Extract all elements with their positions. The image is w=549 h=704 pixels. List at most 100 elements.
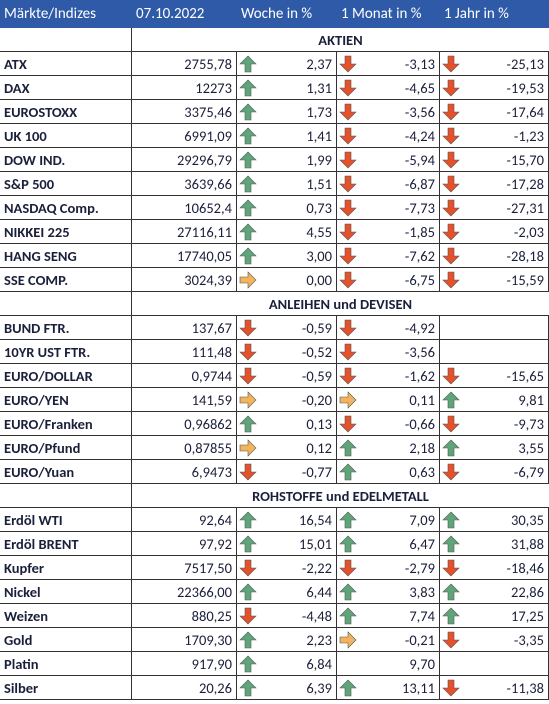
change-value: 6,44 (306, 582, 332, 601)
trend-arrow (239, 319, 257, 337)
cell: ROHSTOFFE und EDELMETALL (252, 486, 429, 505)
cell: -3,13 (337, 52, 440, 75)
change-value: 15,01 (298, 534, 332, 553)
cell: Woche in % (241, 5, 313, 23)
cell: ANLEIHEN und DEVISEN (268, 294, 413, 313)
row: EUROSTOXX 3375,46 1,73 -3,56 -17,64 (0, 100, 549, 124)
cell: Erdöl BRENT (0, 532, 132, 555)
trend-arrow (442, 511, 460, 529)
row: EURO/DOLLAR 0,9744 -0,59 -1,62 -15,65 (0, 364, 549, 388)
change-value: -0,66 (404, 414, 435, 433)
cell: 31,88 (440, 532, 549, 555)
cell: 141,59 (132, 388, 237, 411)
row: Nickel 22366,00 6,44 3,83 22,86 (0, 580, 549, 604)
change-value: 1,51 (306, 174, 332, 193)
change-value: -17,28 (506, 174, 544, 193)
cell: 0,87855 (132, 436, 237, 459)
change-value: 9,81 (518, 390, 544, 409)
change-value: -15,70 (506, 150, 544, 169)
row: ATX 2755,78 2,37 -3,13 -25,13 (0, 52, 549, 76)
cell: -6,87 (337, 172, 440, 195)
cell: 0,11 (337, 388, 440, 411)
row: Erdöl WTI 92,64 16,54 7,09 30,35 (0, 508, 549, 532)
cell: S&P 500 (0, 172, 132, 195)
change-value: -28,18 (506, 246, 544, 265)
cell: -28,18 (440, 244, 549, 267)
trend-arrow (239, 151, 257, 169)
cell: 917,90 (132, 652, 237, 675)
cell: 9,81 (440, 388, 549, 411)
cell: -15,65 (440, 364, 549, 387)
change-value: -7,62 (404, 246, 435, 265)
trend-arrow (442, 247, 460, 265)
change-value: -6,79 (513, 462, 544, 481)
row: AKTIEN (0, 28, 549, 52)
trend-arrow (339, 583, 357, 601)
cell: -9,73 (440, 412, 549, 435)
change-value: 30,35 (510, 510, 544, 529)
trend-arrow (339, 319, 357, 337)
change-value: 3,00 (306, 246, 332, 265)
change-value: -3,13 (404, 54, 435, 73)
cell: 10652,4 (132, 196, 237, 219)
change-value: -3,56 (404, 342, 435, 361)
trend-arrow (239, 463, 257, 481)
trend-arrow (239, 343, 257, 361)
cell: 17,25 (440, 604, 549, 627)
cell: 3,00 (237, 244, 337, 267)
cell: 0,00 (237, 268, 337, 291)
change-value: 0,00 (306, 270, 332, 289)
cell: -6,79 (440, 460, 549, 483)
cell: -18,46 (440, 556, 549, 579)
cell: 4,55 (237, 220, 337, 243)
cell: 1,51 (237, 172, 337, 195)
trend-arrow (442, 127, 460, 145)
cell: 6,39 (237, 676, 337, 699)
cell: -7,62 (337, 244, 440, 267)
cell: ATX (0, 52, 132, 75)
change-value: -15,59 (506, 270, 544, 289)
trend-arrow (239, 271, 257, 289)
change-value: 2,18 (409, 438, 435, 457)
trend-arrow (339, 439, 357, 457)
trend-arrow (239, 223, 257, 241)
trend-arrow (442, 199, 460, 217)
cell: UK 100 (0, 124, 132, 147)
row: DOW IND. 29296,79 1,99 -5,94 -15,70 (0, 148, 549, 172)
trend-arrow (339, 391, 357, 409)
cell: Erdöl WTI (0, 508, 132, 531)
cell: NIKKEI 225 (0, 220, 132, 243)
change-value: -0,77 (301, 462, 332, 481)
row: Märkte/Indizes 07.10.2022 Woche in % 1 Mona… (0, 0, 549, 28)
trend-arrow (442, 559, 460, 577)
cell: 6,47 (337, 532, 440, 555)
cell: 20,26 (132, 676, 237, 699)
cell: Silber (0, 676, 132, 699)
change-value: 0,73 (306, 198, 332, 217)
cell: 7517,50 (132, 556, 237, 579)
change-value: 31,88 (510, 534, 544, 553)
change-value: 16,54 (298, 510, 332, 529)
change-value: -6,87 (404, 174, 435, 193)
cell: -27,31 (440, 196, 549, 219)
cell: 0,63 (337, 460, 440, 483)
change-value: -3,56 (404, 102, 435, 121)
cell: -17,64 (440, 100, 549, 123)
trend-arrow (442, 79, 460, 97)
change-value: -5,94 (404, 150, 435, 169)
cell: -0,66 (337, 412, 440, 435)
row: Platin 917,90 6,84 9,70 (0, 652, 549, 676)
trend-arrow (442, 175, 460, 193)
cell: 137,67 (132, 316, 237, 339)
change-value: 1,99 (306, 150, 332, 169)
change-value: 3,83 (409, 582, 435, 601)
change-value: -15,65 (506, 366, 544, 385)
trend-arrow (442, 415, 460, 433)
cell: Platin (0, 652, 132, 675)
change-value: -4,65 (404, 78, 435, 97)
cell: 1,31 (237, 76, 337, 99)
trend-arrow (239, 391, 257, 409)
cell: 17740,05 (132, 244, 237, 267)
trend-arrow (339, 367, 357, 385)
